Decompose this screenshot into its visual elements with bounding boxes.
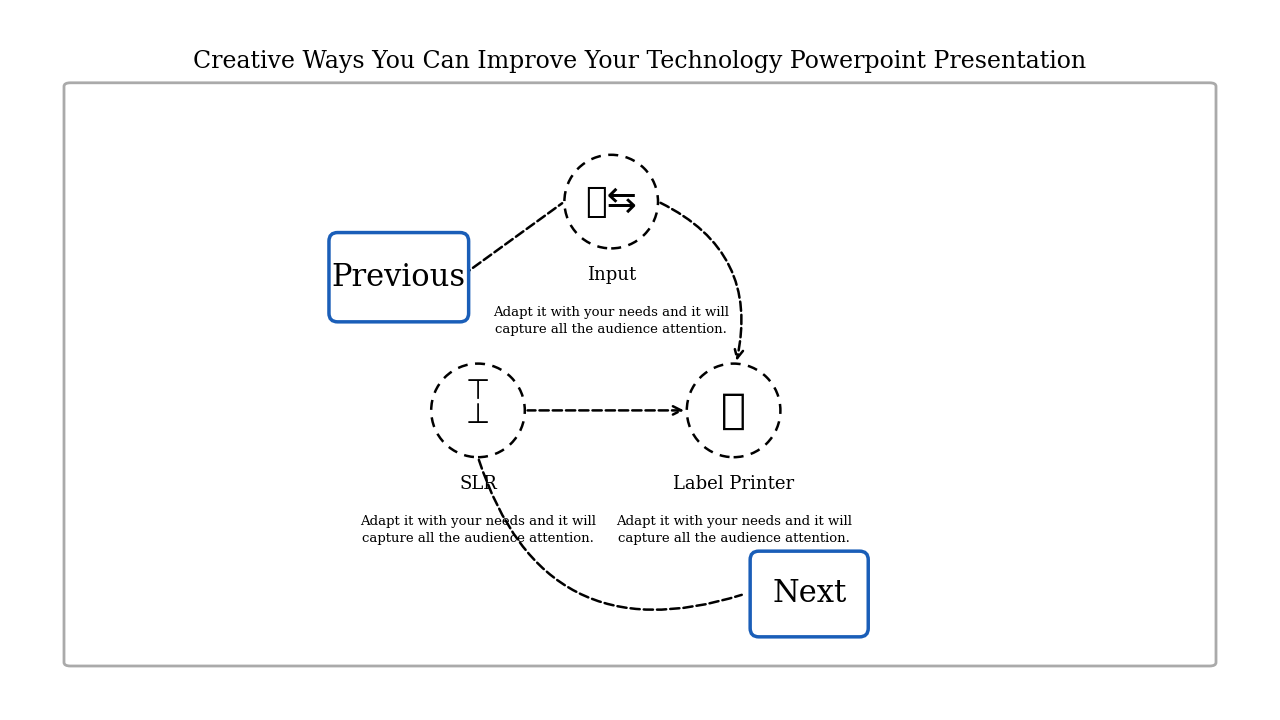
Text: Adapt it with your needs and it will
capture all the audience attention.: Adapt it with your needs and it will cap… [360, 515, 596, 545]
Text: Adapt it with your needs and it will
capture all the audience attention.: Adapt it with your needs and it will cap… [493, 306, 730, 336]
Text: SLR: SLR [460, 475, 497, 493]
Text: ⊤
⊥: ⊤ ⊥ [466, 377, 490, 429]
Text: ⎙: ⎙ [721, 390, 746, 431]
Text: Adapt it with your needs and it will
capture all the audience attention.: Adapt it with your needs and it will cap… [616, 515, 851, 545]
Text: Previous: Previous [332, 261, 466, 293]
Text: Next: Next [772, 578, 846, 610]
FancyBboxPatch shape [750, 552, 868, 636]
FancyBboxPatch shape [329, 233, 468, 322]
Text: Input: Input [586, 266, 636, 284]
Text: Label Printer: Label Printer [673, 475, 794, 493]
Text: ⤓⇆: ⤓⇆ [585, 184, 637, 219]
Text: Creative Ways You Can Improve Your Technology Powerpoint Presentation: Creative Ways You Can Improve Your Techn… [193, 50, 1087, 73]
